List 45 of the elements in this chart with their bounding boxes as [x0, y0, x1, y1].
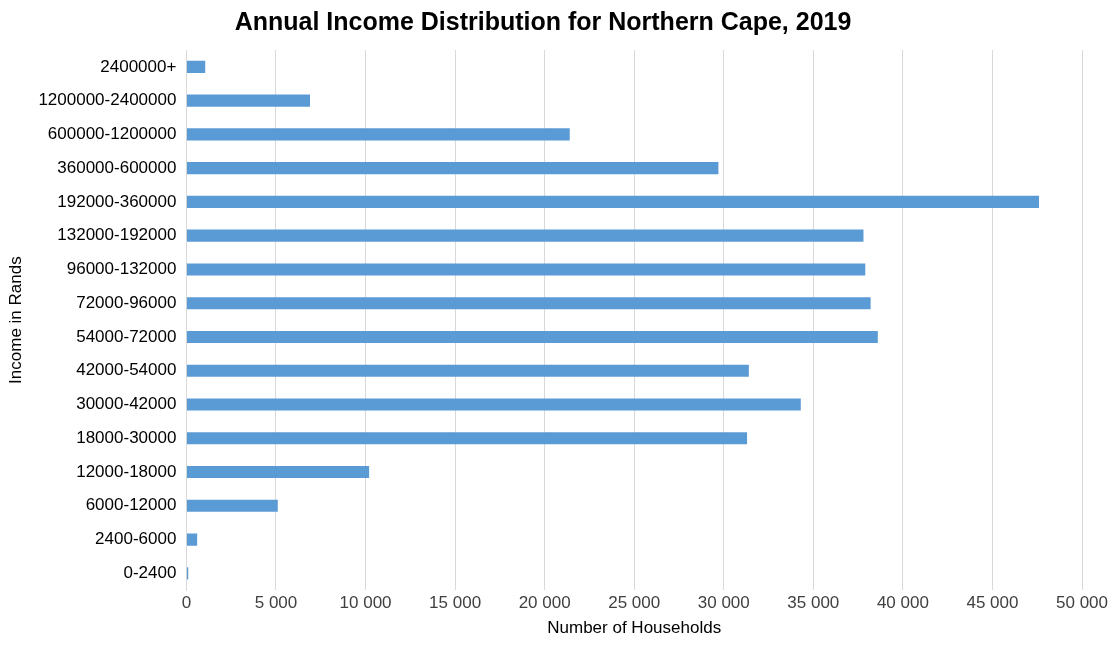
x-tick-label: 25 000 — [608, 593, 661, 613]
y-tick-label: 0-2400 — [123, 563, 177, 583]
y-tick-label: 132000-192000 — [57, 225, 177, 245]
y-axis-title: Income in Rands — [5, 256, 25, 384]
x-tick-label: 10 000 — [339, 593, 392, 613]
y-tick-label: 1200000-2400000 — [38, 90, 177, 110]
y-tick-label: 6000-12000 — [85, 495, 177, 515]
bar — [186, 94, 311, 107]
y-tick-label: 96000-132000 — [66, 259, 177, 279]
bar — [186, 364, 749, 377]
bar — [186, 499, 278, 512]
y-tick-label: 2400000+ — [100, 56, 177, 76]
y-tick-label: 42000-54000 — [76, 360, 177, 380]
bar — [186, 128, 570, 141]
x-tick-label: 50 000 — [1056, 593, 1108, 613]
x-axis-title: Number of Households — [547, 618, 722, 638]
x-tick-label: 5 000 — [254, 593, 298, 613]
bar — [186, 330, 878, 344]
y-tick-label: 192000-360000 — [57, 191, 177, 211]
y-tick-label: 72000-96000 — [76, 292, 177, 312]
bar — [186, 162, 719, 175]
x-tick-label: 40 000 — [876, 593, 929, 613]
x-tick-label: 20 000 — [518, 593, 571, 613]
bar — [186, 465, 370, 479]
x-tick-label: 45 000 — [966, 593, 1019, 613]
bar — [186, 60, 206, 73]
bar — [186, 297, 871, 310]
bar — [186, 432, 748, 445]
y-tick-label: 600000-1200000 — [47, 124, 177, 144]
bar — [186, 398, 801, 411]
chart-title: Annual Income Distribution for Northern Cape, 2019 — [234, 6, 852, 35]
y-tick-label: 12000-18000 — [76, 461, 177, 481]
bar — [186, 229, 864, 242]
x-tick-label: 30 000 — [697, 593, 750, 613]
x-tick-label: 0 — [181, 593, 192, 613]
y-tick-label: 30000-42000 — [76, 394, 177, 414]
y-tick-label: 54000-72000 — [76, 326, 177, 346]
x-tick-label: 15 000 — [429, 593, 482, 613]
y-tick-label: 360000-600000 — [57, 157, 177, 177]
y-tick-label: 18000-30000 — [76, 427, 177, 447]
bar — [186, 195, 1040, 209]
bar — [186, 533, 198, 546]
y-tick-label: 2400-6000 — [95, 529, 177, 549]
x-tick-label: 35 000 — [787, 593, 840, 613]
bar — [186, 263, 866, 276]
